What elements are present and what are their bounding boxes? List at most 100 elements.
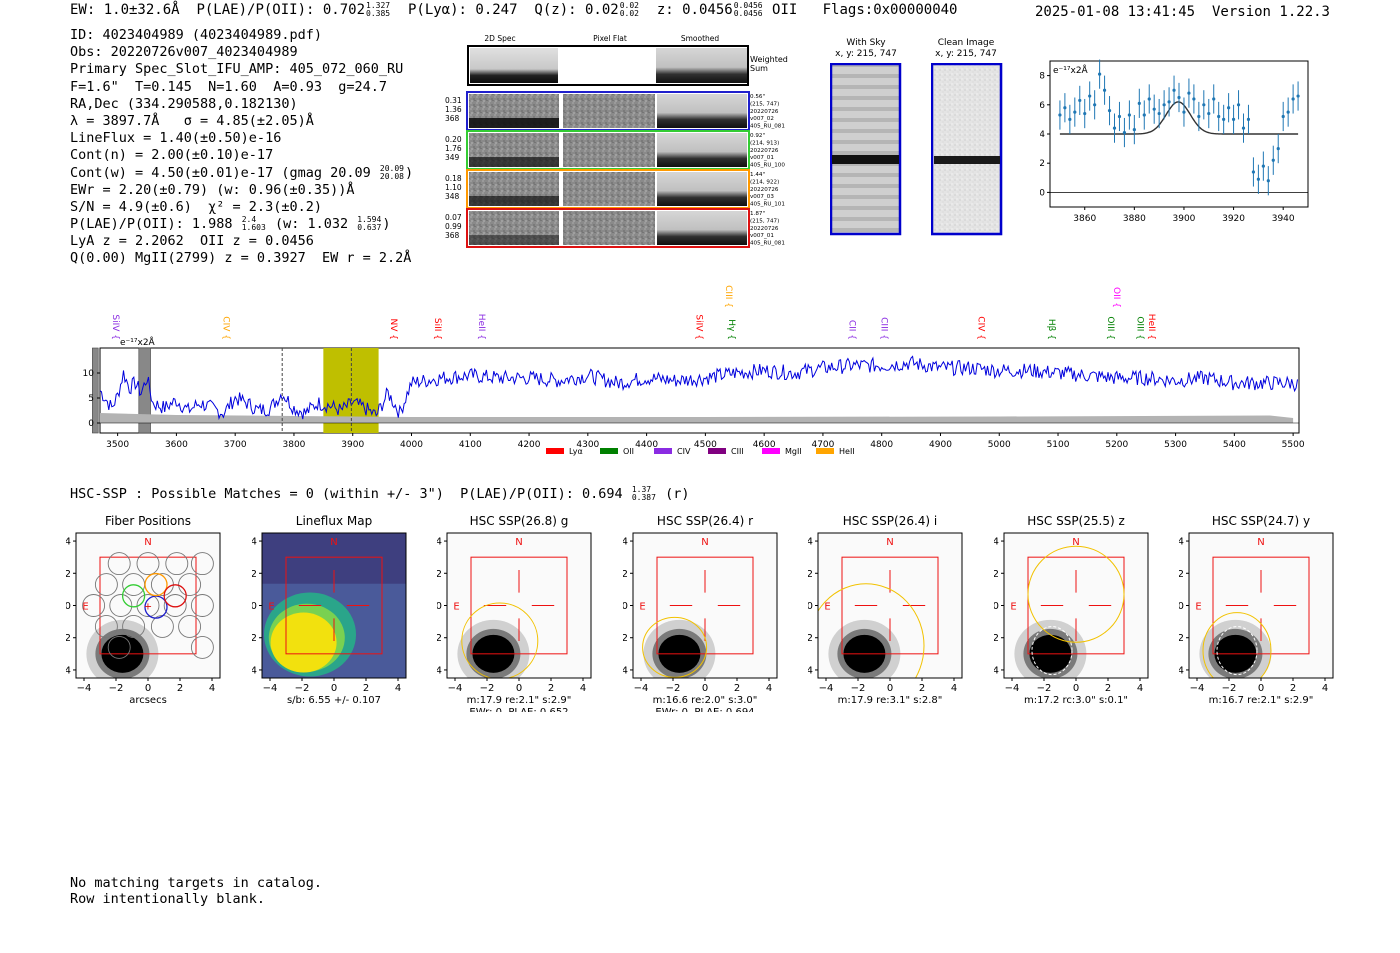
stamp-xtick-label: 0: [701, 683, 707, 694]
emission-line-label: OIII {: [1134, 316, 1144, 340]
stamp-ytick-label: 0: [623, 601, 628, 612]
info-mgii: Q(0.00) MgII(2799) z = 0.3927 EW r = 2.2…: [70, 250, 412, 267]
stamp-xtick-label: 4: [209, 683, 215, 694]
stamp-fibers: Fiber Positions + N E −4 −4 −2 −2 0 0 2 2 4 4 arcsecs: [66, 514, 221, 706]
cutout-stat: 0.18: [445, 174, 462, 183]
stamp-caption-2: EWr: 0, PLAE: 0.652: [469, 707, 568, 712]
cutout-meta: (215, 747): [750, 218, 779, 224]
cutout-meta: 0.92": [750, 133, 765, 139]
fiber-circle: [107, 552, 131, 576]
cutout-stat: 0.07: [445, 213, 462, 222]
zoom-ytick-label: 4: [1040, 130, 1045, 140]
stamp-xtick-label: 4: [951, 683, 957, 694]
legend-swatch: [762, 448, 780, 454]
fiber-circle: [190, 552, 214, 576]
cutout-meta: (214, 922): [750, 179, 779, 185]
qz-value: Q(z): 0.02: [534, 2, 619, 18]
z-value: z: 0.0456: [656, 2, 733, 18]
fiber-circle: [94, 573, 118, 597]
stamp-xtick-label: 2: [177, 683, 183, 694]
stamp-caption: arcsecs: [129, 695, 167, 706]
stamp-title: HSC SSP(24.7) y: [1212, 514, 1310, 528]
stamp-caption: m:16.7 re:2.1" s:2.9": [1209, 695, 1314, 706]
emission-line-label: CIV {: [976, 316, 986, 340]
spectrum-xtick-label: 3500: [106, 440, 129, 450]
stamp-xtick-label: 0: [1072, 683, 1078, 694]
north-label: N: [886, 537, 893, 548]
zoom-data-point: [1078, 98, 1082, 103]
info-lineflux: LineFlux = 1.40(±0.50)e-16: [70, 130, 282, 147]
zoom-data-point: [1281, 114, 1285, 119]
with-sky-title: With Sky: [846, 38, 886, 48]
zoom-data-point: [1093, 103, 1097, 107]
zoom-data-point: [1212, 97, 1216, 101]
emission-line-label: CIII {: [879, 317, 889, 340]
emission-line-label: CII {: [846, 320, 856, 340]
legend-label: OII: [623, 447, 634, 456]
stamp-xtick-label: −4: [1004, 683, 1019, 694]
zoom-data-point: [1222, 117, 1226, 121]
plae-value: P(LAE)/P(OII): 0.702: [196, 2, 366, 18]
legend-label: CIV: [677, 447, 691, 456]
zoom-ylabel: e⁻¹⁷x2Å: [1053, 64, 1089, 76]
stamp-ytick-label: −4: [994, 665, 999, 676]
cutout-meta: 405_RU_081: [750, 124, 785, 130]
weighted-sum-label: Weighted: [750, 55, 788, 64]
cutout-stat: 0.20: [445, 135, 462, 144]
cutout-stat: 368: [445, 114, 460, 123]
stamp-xtick-label: 0: [516, 683, 522, 694]
zoom-data-point: [1296, 94, 1300, 98]
info-plae: P(LAE)/P(OII): 1.988 2.4 1.603 (w: 1.032 …: [70, 215, 391, 233]
stamp-xtick-label: −2: [294, 683, 309, 694]
stamp-ytick-label: 4: [808, 537, 813, 548]
weighted-sum-label-2: Sum: [750, 64, 768, 73]
aperture-box: [1212, 556, 1310, 655]
zoom-data-point: [1286, 110, 1290, 114]
emission-line-label: HeII {: [1146, 314, 1156, 340]
stamp-ytick-label: −2: [623, 633, 628, 644]
zoom-data-point: [1197, 114, 1201, 119]
flags-value: Flags:0x00000040: [822, 2, 958, 18]
zoom-data-point: [1182, 110, 1186, 114]
cutout-stat: 348: [445, 192, 460, 201]
zoom-xtick-label: 3860: [1073, 214, 1096, 224]
zoom-xtick-label: 3900: [1173, 214, 1196, 224]
masked-region: [92, 347, 99, 434]
cutout-meta: 1.87": [750, 211, 765, 217]
zoom-data-point: [1073, 110, 1077, 114]
stamp-xtick-label: 2: [548, 683, 554, 694]
north-label: N: [144, 537, 151, 548]
clean-image-xy: x, y: 215, 747: [935, 49, 997, 59]
zoom-data-point: [1202, 103, 1206, 107]
footer-line-2: Row intentionally blank.: [70, 890, 266, 907]
stamp-ytick-label: −2: [808, 633, 813, 644]
stamp-title: Lineflux Map: [295, 514, 371, 528]
stamp-xtick-label: −4: [1190, 683, 1205, 694]
cutout-meta: 0.56": [750, 94, 765, 100]
cutout-meta: 20220726: [750, 187, 779, 193]
legend-label: MgII: [785, 447, 802, 456]
center-marker: +: [144, 602, 152, 613]
stamp-title: HSC SSP(26.8) g: [470, 514, 569, 528]
col-title-pixel-flat: Pixel Flat: [593, 34, 627, 43]
fiber-circle: [82, 594, 106, 617]
clean-image-title: Clean Image: [937, 38, 995, 48]
spectrum-ylabel: e⁻¹⁷x2Å: [120, 336, 156, 348]
aperture-box: [99, 556, 197, 655]
spectrum-xtick-label: 5500: [1282, 440, 1305, 450]
stamp-ytick-label: 2: [808, 569, 813, 580]
zoom-data-point: [1207, 111, 1211, 116]
stamp-ytick-label: −2: [252, 633, 257, 644]
stamp-ytick-label: 0: [808, 601, 813, 612]
zoom-data-point: [1157, 111, 1161, 116]
spectrum-xtick-label: 4700: [811, 440, 834, 450]
stamp-ytick-label: 4: [252, 537, 257, 548]
stamp-title: Fiber Positions: [105, 514, 191, 528]
info-contw: Cont(w) = 4.50(±0.01)e-17 (gmag 20.09 20…: [70, 163, 414, 181]
fiber-circle: [190, 594, 214, 617]
zoom-data-point: [1088, 94, 1092, 98]
spectrum-xtick-label: 4500: [694, 440, 717, 450]
stamp-ytick-label: 4: [623, 537, 628, 548]
spectrum-xtick-label: 4800: [870, 440, 893, 450]
